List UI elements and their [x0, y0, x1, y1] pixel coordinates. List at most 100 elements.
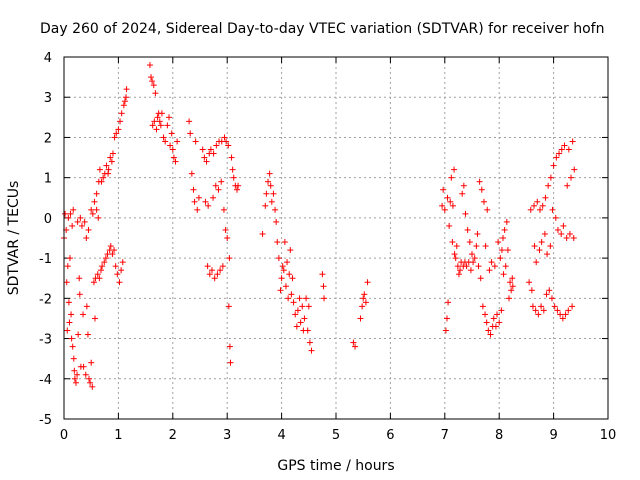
data-point: [531, 202, 538, 209]
data-point: [97, 267, 104, 274]
data-point: [538, 239, 545, 246]
data-point: [71, 375, 78, 382]
data-point: [121, 98, 128, 105]
data-point: [213, 142, 220, 149]
data-point: [205, 202, 212, 209]
data-point: [107, 154, 114, 161]
data-point: [88, 359, 95, 366]
data-point: [215, 186, 222, 193]
data-point: [491, 263, 498, 270]
x-tick-label: 2: [169, 428, 177, 443]
data-point: [225, 303, 232, 310]
data-point: [473, 243, 480, 250]
data-point: [89, 210, 96, 217]
data-point: [64, 263, 71, 270]
data-point: [304, 327, 311, 334]
data-point: [460, 182, 467, 189]
data-point: [494, 311, 501, 318]
data-point: [498, 307, 505, 314]
data-point: [360, 295, 367, 302]
data-point: [535, 311, 542, 318]
y-tick-label: 4: [44, 51, 52, 66]
data-point: [227, 359, 234, 366]
data-point: [319, 271, 326, 278]
data-point: [188, 170, 195, 177]
data-point: [230, 174, 237, 181]
data-point: [105, 166, 112, 173]
data-point: [463, 263, 470, 270]
data-point: [109, 150, 116, 157]
data-point: [226, 343, 233, 350]
data-point: [490, 315, 497, 322]
data-point: [497, 255, 504, 262]
data-point: [76, 275, 83, 282]
data-point: [156, 118, 163, 125]
data-point: [69, 343, 76, 350]
x-axis-label: GPS time / hours: [277, 458, 394, 474]
data-point: [498, 247, 505, 254]
data-point: [114, 271, 121, 278]
data-point: [228, 154, 235, 161]
data-point: [359, 303, 366, 310]
data-point: [67, 210, 74, 217]
data-point: [321, 295, 328, 302]
data-point: [113, 130, 120, 137]
data-point: [120, 102, 127, 109]
data-point: [451, 166, 458, 173]
data-point: [93, 190, 100, 197]
y-tick-label: 0: [44, 212, 52, 227]
data-point: [449, 239, 456, 246]
data-point: [532, 307, 539, 314]
data-point: [444, 194, 451, 201]
data-point: [164, 122, 171, 129]
data-point: [85, 226, 92, 233]
data-point: [508, 287, 515, 294]
data-point: [488, 259, 495, 266]
data-point: [63, 279, 70, 286]
data-point: [151, 118, 158, 125]
y-tick-label: -2: [39, 292, 52, 307]
data-point: [64, 327, 71, 334]
y-tick-label: -1: [39, 252, 52, 267]
data-point: [475, 263, 482, 270]
data-point: [446, 222, 453, 229]
data-point: [83, 303, 90, 310]
data-point: [541, 230, 548, 237]
data-point: [566, 230, 573, 237]
data-point: [534, 198, 541, 205]
data-point: [116, 279, 123, 286]
data-point: [557, 311, 564, 318]
data-point: [441, 206, 448, 213]
data-point: [478, 186, 485, 193]
y-tick-label: 1: [44, 172, 52, 187]
data-point: [492, 323, 499, 330]
data-point: [210, 150, 217, 157]
data-point: [457, 267, 464, 274]
data-point: [277, 287, 284, 294]
data-point: [556, 150, 563, 157]
data-point: [62, 210, 69, 217]
data-point: [201, 154, 208, 161]
data-point: [509, 275, 516, 282]
data-point: [496, 319, 503, 326]
data-point: [287, 247, 294, 254]
data-point: [71, 367, 78, 374]
plot-frame: [63, 56, 609, 420]
data-point: [454, 263, 461, 270]
data-point: [504, 247, 511, 254]
data-point: [69, 222, 76, 229]
data-point: [486, 267, 493, 274]
data-point: [68, 335, 75, 342]
data-point: [543, 291, 550, 298]
data-point: [272, 206, 279, 213]
data-point: [174, 138, 181, 145]
data-point: [208, 267, 215, 274]
data-point: [466, 239, 473, 246]
data-point: [303, 295, 310, 302]
data-point: [505, 295, 512, 302]
data-point: [445, 299, 452, 306]
data-point: [487, 331, 494, 338]
data-point: [157, 122, 164, 129]
data-point: [500, 235, 507, 241]
